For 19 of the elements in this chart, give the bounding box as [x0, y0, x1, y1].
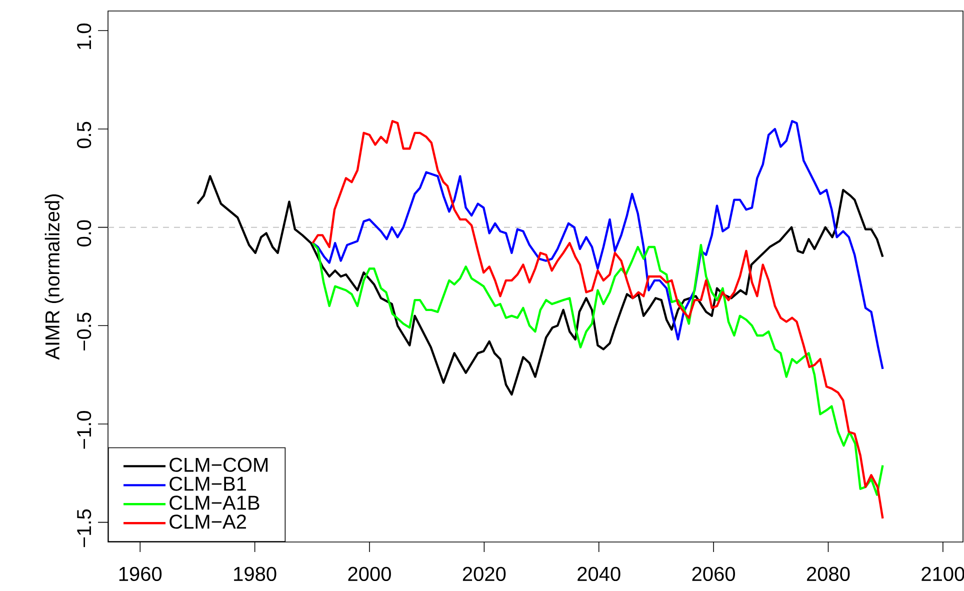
y-tick-label: 0.5 [76, 122, 92, 148]
x-tick-label: 2020 [462, 566, 506, 582]
y-tick-label: 0.0 [76, 220, 92, 246]
x-tick-label: 1960 [119, 566, 162, 582]
x-tick-label: 2080 [807, 566, 850, 582]
x-tick-label: 2040 [578, 566, 620, 582]
y-tick-label: 1.0 [76, 24, 92, 50]
legend-label: CLM−A2 [170, 514, 246, 529]
x-tick-label: 2100 [922, 566, 964, 582]
legend-label: CLM−A1B [170, 496, 260, 510]
y-tick-label: −1.5 [77, 509, 92, 548]
x-tick-label: 2000 [348, 566, 391, 582]
y-axis-title: AIMR (normalized) [44, 194, 64, 360]
x-tick-label: 2060 [692, 566, 736, 582]
y-tick-label: −0.5 [76, 312, 92, 350]
legend-label: CLM−COM [170, 458, 268, 472]
x-tick-label: 1980 [234, 566, 276, 582]
legend-label: CLM−B1 [170, 476, 246, 491]
y-tick-label: −1.0 [76, 411, 92, 449]
